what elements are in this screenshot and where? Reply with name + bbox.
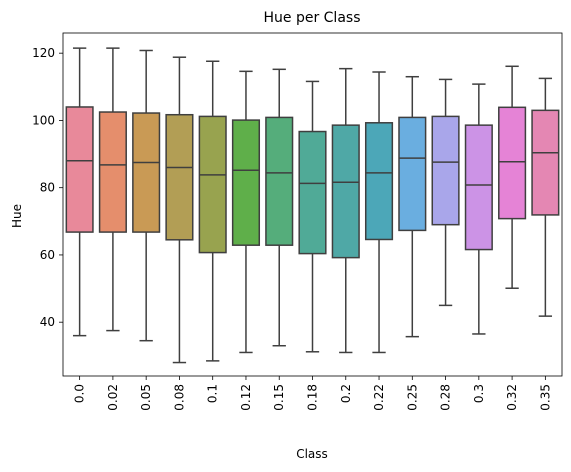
box-group-0.08 [165,56,194,364]
box-iqr [65,106,94,233]
box-group-0.18 [298,80,327,353]
x-tick-label: 0.0 [73,384,87,403]
box-iqr [132,112,161,233]
box-group-0.2 [331,67,360,354]
x-axis: 0.0 0.02 0.05 0.08 0.1 0.12 0.15 0.18 0.2 0.22 0.2… [73,376,552,411]
box-group-0.25 [398,75,427,338]
y-axis-label: Hue [10,204,24,228]
x-tick-label: 0.1 [206,384,220,403]
box-group-0.32 [498,65,527,289]
box-group-0.3 [464,83,493,335]
x-tick-label: 0.35 [538,384,552,411]
x-tick-label: 0.2 [339,384,353,403]
box-iqr [398,116,427,232]
x-axis-label: Class [296,447,328,461]
box-group-0.28 [431,78,460,307]
x-tick-label: 0.32 [505,384,519,411]
chart-title: Hue per Class [263,10,360,26]
box-group-0.22 [364,71,394,354]
x-tick-label: 0.28 [439,384,453,411]
box-group-0.35 [531,77,560,317]
chart-title-group: Hue per Class [263,10,360,26]
box-iqr [298,130,327,255]
box-iqr [198,115,227,254]
y-tick-label: 60 [40,248,55,262]
y-tick-label: 120 [32,46,55,60]
y-tick-label: 80 [40,181,55,195]
x-tick-label: 0.25 [405,384,419,411]
y-axis: 40 60 80 100 120 [32,46,63,329]
box-iqr [531,109,560,216]
box-group-0.12 [231,70,261,354]
x-tick-label: 0.15 [272,384,286,411]
x-tick-label: 0.02 [106,384,120,411]
box-group-0.05 [132,49,161,342]
box-group-0.02 [98,47,127,332]
box-iqr [231,119,261,246]
box-iqr [364,122,394,241]
box-iqr [265,116,294,246]
box-iqr [331,124,360,259]
plot-area [62,32,563,377]
box-iqr [431,115,460,226]
x-tick-label: 0.12 [239,384,253,411]
x-tick-label: 0.18 [306,384,320,411]
box-group-0.15 [265,68,294,347]
box-iqr [498,106,527,220]
box-group-0.0 [65,47,94,337]
x-tick-label: 0.08 [172,384,186,411]
box-group-0.1 [198,60,227,362]
y-tick-label: 40 [40,315,55,329]
x-tick-label: 0.05 [139,384,153,411]
box-iqr [464,124,493,251]
box-iqr [165,113,194,241]
x-tick-label: 0.22 [372,384,386,411]
box-iqr [98,111,127,233]
y-tick-label: 100 [32,113,55,127]
x-tick-label: 0.3 [472,384,486,403]
